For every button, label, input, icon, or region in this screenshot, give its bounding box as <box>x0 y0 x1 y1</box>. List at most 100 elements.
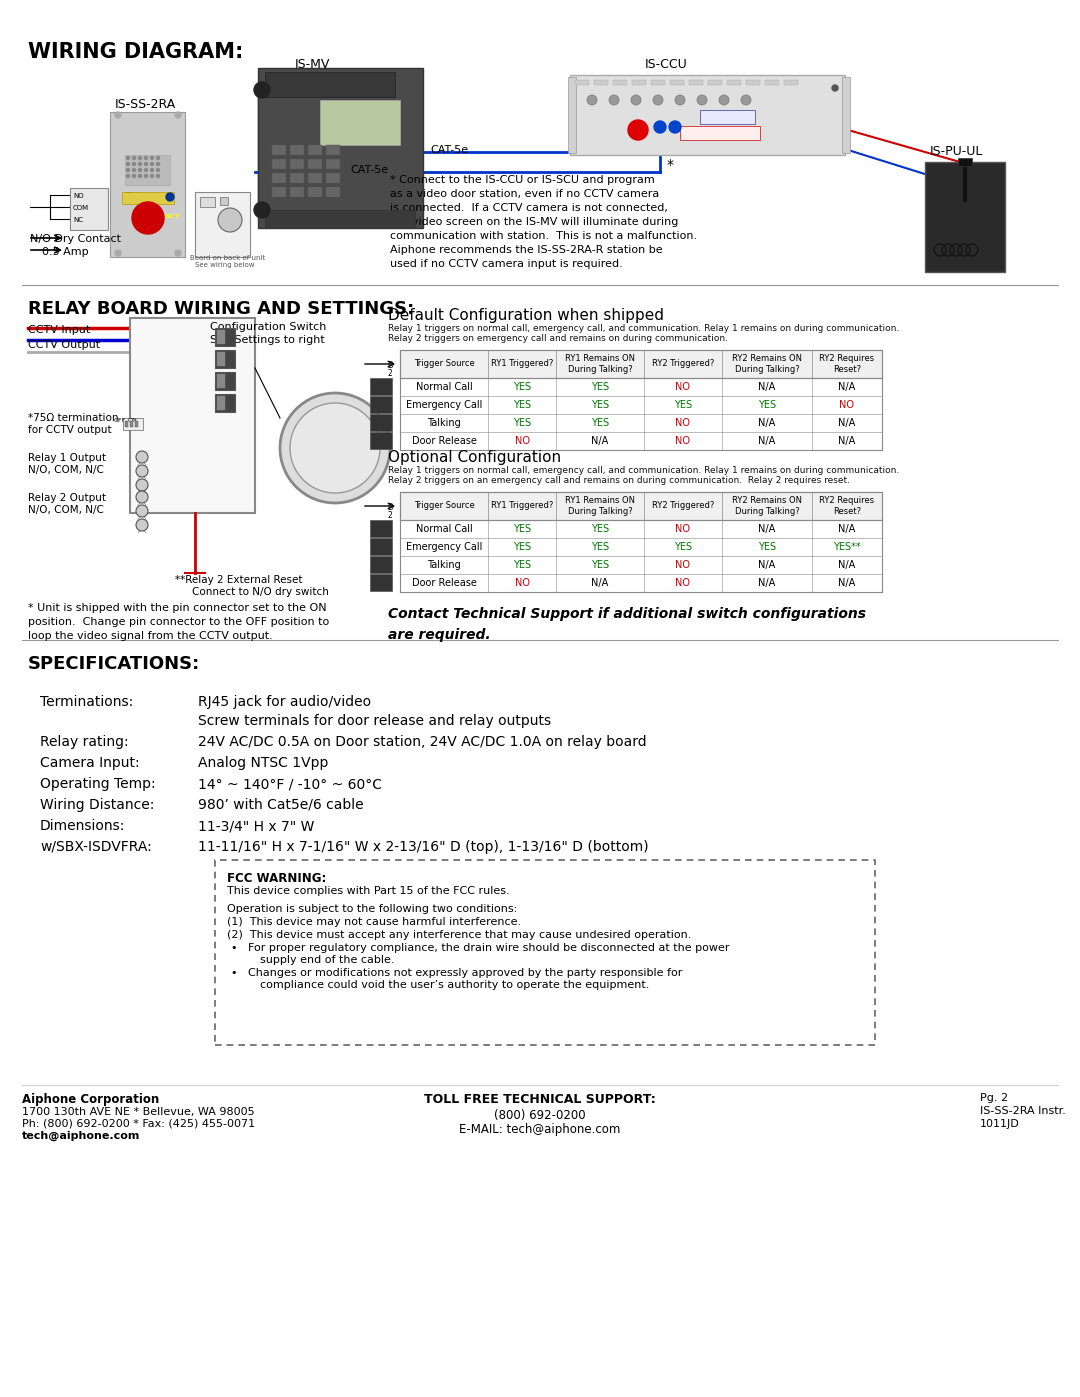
Circle shape <box>609 95 619 105</box>
Text: Board on back of unit: Board on back of unit <box>190 256 266 261</box>
Bar <box>217 374 225 388</box>
Bar <box>135 420 138 427</box>
Text: CAT-5e: CAT-5e <box>430 145 468 155</box>
Text: Analog NTSC 1Vpp: Analog NTSC 1Vpp <box>198 756 328 770</box>
Text: Pg. 2: Pg. 2 <box>980 1092 1008 1104</box>
Bar <box>370 414 392 432</box>
Text: ON: ON <box>129 418 138 423</box>
Text: Dimensions:: Dimensions: <box>40 819 125 833</box>
Text: N/A: N/A <box>838 381 855 393</box>
Text: (2)  This device must accept any interference that may cause undesired operation: (2) This device must accept any interfer… <box>227 930 691 940</box>
Text: Configuration Switch: Configuration Switch <box>210 321 326 332</box>
Circle shape <box>126 156 130 159</box>
Text: Relay 2 Output: Relay 2 Output <box>28 493 106 503</box>
Bar <box>217 352 225 366</box>
Bar <box>110 112 185 257</box>
Circle shape <box>291 402 380 493</box>
Bar <box>651 80 665 85</box>
Text: IS-PU-UL: IS-PU-UL <box>930 145 984 158</box>
Text: RY2 Triggered?: RY2 Triggered? <box>652 502 714 510</box>
Text: 1700 130th AVE NE * Bellevue, WA 98005: 1700 130th AVE NE * Bellevue, WA 98005 <box>22 1106 255 1118</box>
Bar <box>291 187 303 197</box>
Bar <box>570 75 845 155</box>
Bar <box>291 173 303 183</box>
Text: Relay 2 triggers on an emergency call and remains on during communication.  Rela: Relay 2 triggers on an emergency call an… <box>388 476 850 485</box>
Text: Operation is subject to the following two conditions:: Operation is subject to the following tw… <box>227 904 517 914</box>
Bar <box>370 432 392 448</box>
Circle shape <box>254 203 270 218</box>
Text: N/A: N/A <box>838 560 855 570</box>
Text: YES: YES <box>674 400 692 409</box>
Bar <box>958 158 972 166</box>
Circle shape <box>126 162 130 165</box>
Text: YES: YES <box>591 381 609 393</box>
Text: NO: NO <box>675 578 690 588</box>
Text: Trigger Source: Trigger Source <box>414 502 474 510</box>
Text: FCC WARNING:: FCC WARNING: <box>227 872 326 886</box>
Text: **Relay 2 External Reset: **Relay 2 External Reset <box>175 576 302 585</box>
Text: TOLL FREE TECHNICAL SUPPORT:: TOLL FREE TECHNICAL SUPPORT: <box>424 1092 656 1106</box>
Bar <box>320 101 400 145</box>
Text: This device complies with Part 15 of the FCC rules.: This device complies with Part 15 of the… <box>227 886 510 895</box>
Text: RY2 Requires
Reset?: RY2 Requires Reset? <box>820 496 875 515</box>
Text: (1)  This device may not cause harmful interference.: (1) This device may not cause harmful in… <box>227 916 522 928</box>
Circle shape <box>669 122 681 133</box>
Bar <box>370 538 392 555</box>
Bar <box>258 68 423 228</box>
Text: N/A: N/A <box>758 418 775 427</box>
Text: N/O, COM, N/C: N/O, COM, N/C <box>28 465 104 475</box>
Circle shape <box>653 95 663 105</box>
Bar <box>400 351 882 379</box>
Bar <box>370 556 392 573</box>
Bar <box>326 145 340 155</box>
Circle shape <box>832 85 838 91</box>
Bar <box>326 187 340 197</box>
Text: NO: NO <box>514 436 529 446</box>
Text: Contact Technical Support if additional switch configurations
are required.: Contact Technical Support if additional … <box>388 608 866 641</box>
Text: YES: YES <box>513 560 531 570</box>
Text: 24V AC/DC 0.5A on Door station, 24V AC/DC 1.0A on relay board: 24V AC/DC 0.5A on Door station, 24V AC/D… <box>198 735 647 749</box>
Text: 11-3/4" H x 7" W: 11-3/4" H x 7" W <box>198 819 314 833</box>
Bar <box>308 173 322 183</box>
Text: RY2 Remains ON
During Talking?: RY2 Remains ON During Talking? <box>732 496 802 515</box>
Text: RJ45 jack for audio/video: RJ45 jack for audio/video <box>198 694 372 710</box>
Circle shape <box>133 162 135 165</box>
Circle shape <box>280 393 390 503</box>
Text: YES: YES <box>513 524 531 534</box>
Text: RY1 Triggered?: RY1 Triggered? <box>490 502 553 510</box>
Text: NO: NO <box>675 560 690 570</box>
Circle shape <box>218 208 242 232</box>
Bar <box>689 80 703 85</box>
Circle shape <box>588 95 597 105</box>
Text: 14° ~ 140°F / -10° ~ 60°C: 14° ~ 140°F / -10° ~ 60°C <box>198 777 382 791</box>
Text: SPECIFICATIONS:: SPECIFICATIONS: <box>28 655 200 673</box>
Text: CCTV Input: CCTV Input <box>28 326 91 335</box>
Text: 1011JD: 1011JD <box>980 1119 1020 1129</box>
Circle shape <box>145 169 148 172</box>
Text: N/A: N/A <box>838 578 855 588</box>
Text: * Connect to the IS-CCU or IS-SCU and program
as a video door station, even if n: * Connect to the IS-CCU or IS-SCU and pr… <box>390 175 697 270</box>
Text: Talking: Talking <box>427 560 461 570</box>
Bar <box>308 145 322 155</box>
Bar <box>746 80 760 85</box>
Text: See Settings to right: See Settings to right <box>210 335 325 345</box>
Circle shape <box>631 95 642 105</box>
Text: RY1 Remains ON
During Talking?: RY1 Remains ON During Talking? <box>565 355 635 374</box>
Bar <box>632 80 646 85</box>
FancyBboxPatch shape <box>215 861 875 1045</box>
Text: N/A: N/A <box>758 436 775 446</box>
Text: NO: NO <box>839 400 854 409</box>
Bar <box>784 80 798 85</box>
Text: w/SBX-ISDVFRA:: w/SBX-ISDVFRA: <box>40 840 152 854</box>
Text: Trigger Source: Trigger Source <box>414 359 474 369</box>
Text: D: D <box>387 360 393 370</box>
Circle shape <box>675 95 685 105</box>
Circle shape <box>145 162 148 165</box>
Text: N/A: N/A <box>592 578 609 588</box>
Bar <box>265 73 395 96</box>
Circle shape <box>145 175 148 177</box>
Text: YES: YES <box>591 560 609 570</box>
Circle shape <box>150 162 153 165</box>
Bar <box>130 319 255 513</box>
Circle shape <box>136 490 148 503</box>
